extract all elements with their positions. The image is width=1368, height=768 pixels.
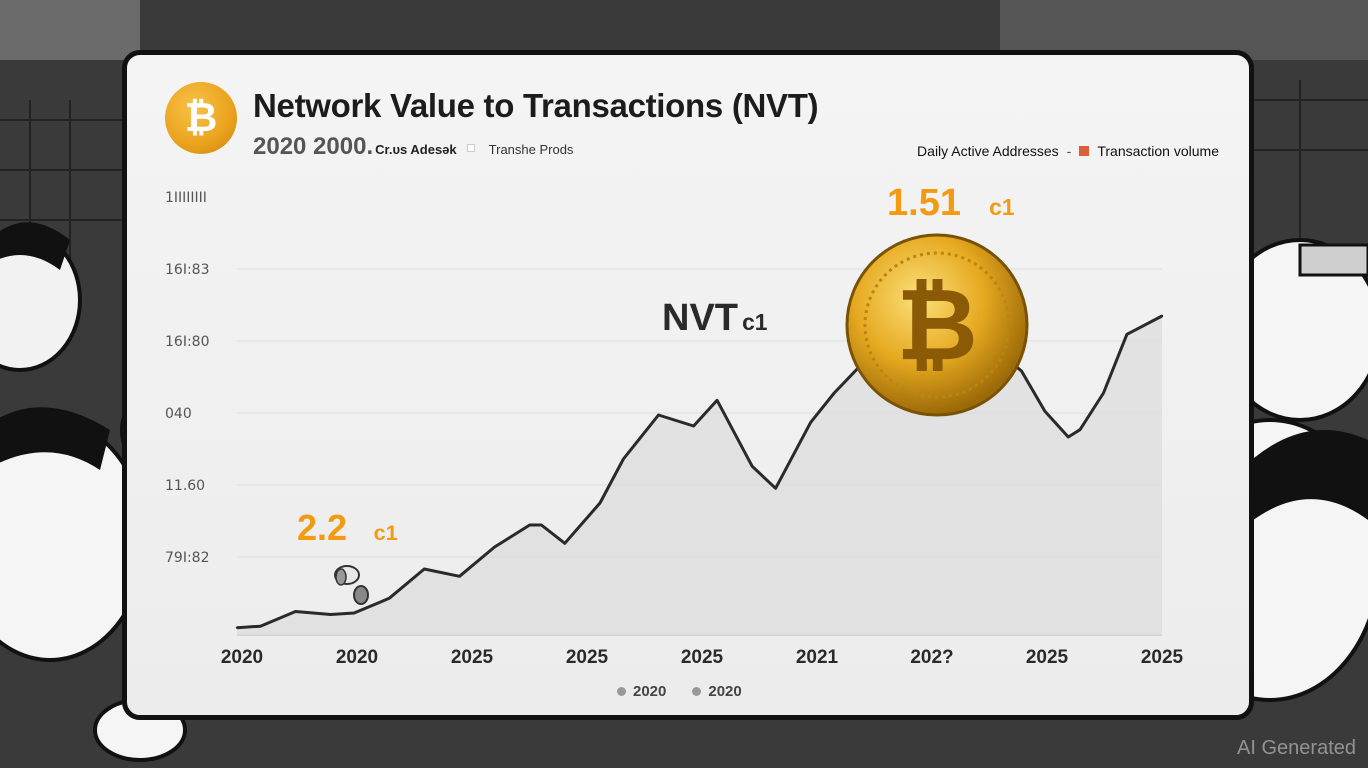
data-point: [1160, 314, 1164, 318]
low-annotation-suffix: c1: [374, 520, 398, 545]
x-tick-label: 2025: [451, 647, 494, 668]
nvt-annotation-suffix: c1: [742, 309, 768, 335]
legend-square-icon: [1079, 146, 1090, 156]
peak-annotation: 1.51: [887, 182, 961, 224]
low-annotation: 2.2: [297, 507, 347, 548]
data-point: [832, 391, 836, 395]
data-point: [235, 626, 239, 629]
x-tick-label: 2025: [566, 647, 609, 668]
data-point: [1102, 391, 1105, 395]
nvt-annotation: NVT: [662, 297, 738, 339]
coin-symbol: ₿: [896, 266, 978, 383]
y-tick-label: 040: [165, 406, 192, 422]
data-point: [774, 487, 777, 490]
data-point: [423, 567, 426, 571]
legend-dot-icon: [617, 687, 626, 696]
legend-bottom-item: 2020: [692, 683, 742, 700]
subtitle-small: Cr.ᴜs Adesək: [375, 142, 457, 157]
legend-bottom-label: 2020: [708, 683, 742, 700]
data-point: [294, 610, 297, 613]
legend-bottom: 2020 2020: [617, 683, 742, 700]
nvt-chart: 1IIIIIIII 16I:83 16I:80 040 11.60 79I:82 2020 2…: [165, 182, 1184, 668]
bitcoin-logo-icon: ₿: [165, 82, 237, 154]
x-tick-label: 2020: [221, 647, 263, 668]
x-tick-label: 202?: [910, 647, 953, 668]
data-point: [493, 545, 496, 549]
data-point: [657, 413, 660, 417]
legend-top: Daily Active Addresses - Transaction vol…: [917, 143, 1219, 159]
data-point: [622, 457, 625, 461]
x-tick-label: 2020: [336, 647, 378, 668]
chart-subtitle: 2020 2000. Cr.ᴜs Adesək Transhe Prods: [253, 133, 573, 161]
data-point: [1020, 369, 1023, 373]
y-tick-label: 79I:82: [165, 550, 209, 566]
chart-board: ₿ Network Value to Transactions (NVT) 20…: [122, 50, 1254, 720]
watermark: AI Generated: [1237, 737, 1356, 759]
data-point: [715, 399, 719, 402]
data-point: [259, 625, 262, 628]
x-tick-label: 2021: [796, 647, 839, 668]
legend-series-1: Daily Active Addresses: [917, 143, 1059, 159]
data-point: [1125, 333, 1129, 336]
data-point: [528, 523, 531, 527]
subtitle-main: 2020 2000.: [253, 133, 374, 160]
y-tick-label: 1IIIIIIII: [165, 190, 207, 206]
y-tick-label: 11.60: [165, 478, 205, 494]
x-tick-label: 2025: [681, 647, 724, 668]
legend-bottom-label: 2020: [633, 683, 667, 700]
subtitle-tag: Transhe Prods: [488, 142, 574, 157]
data-point: [809, 421, 812, 424]
data-point: [598, 501, 602, 505]
peak-annotation-suffix: c1: [989, 194, 1015, 220]
legend-separator: -: [1066, 143, 1072, 159]
small-coin-icon: [353, 585, 369, 605]
data-point: [1043, 410, 1047, 413]
coin-rim: [863, 251, 1011, 399]
y-tick-label: 16I:80: [165, 334, 209, 350]
data-point: [388, 597, 391, 600]
small-coin-icon: [335, 568, 347, 586]
data-point: [692, 424, 695, 428]
data-point: [563, 542, 567, 545]
data-point: [540, 523, 543, 527]
data-point: [329, 613, 332, 616]
chart-title: Network Value to Transactions (NVT): [253, 87, 819, 124]
y-tick-label: 16I:83: [165, 262, 209, 278]
data-point: [1078, 428, 1082, 431]
x-tick-label: 2025: [1026, 647, 1069, 668]
subtitle-dot-icon: [466, 143, 475, 152]
data-point: [1067, 435, 1070, 439]
data-point: [458, 575, 461, 578]
legend-bottom-item: 2020: [617, 683, 666, 700]
data-point: [352, 611, 356, 615]
legend-dot-icon: [692, 687, 702, 696]
legend-series-2: Transaction volume: [1097, 143, 1219, 159]
bitcoin-coin-icon: [845, 233, 1029, 417]
x-tick-label: 2025: [1141, 647, 1184, 668]
data-point: [750, 465, 754, 468]
